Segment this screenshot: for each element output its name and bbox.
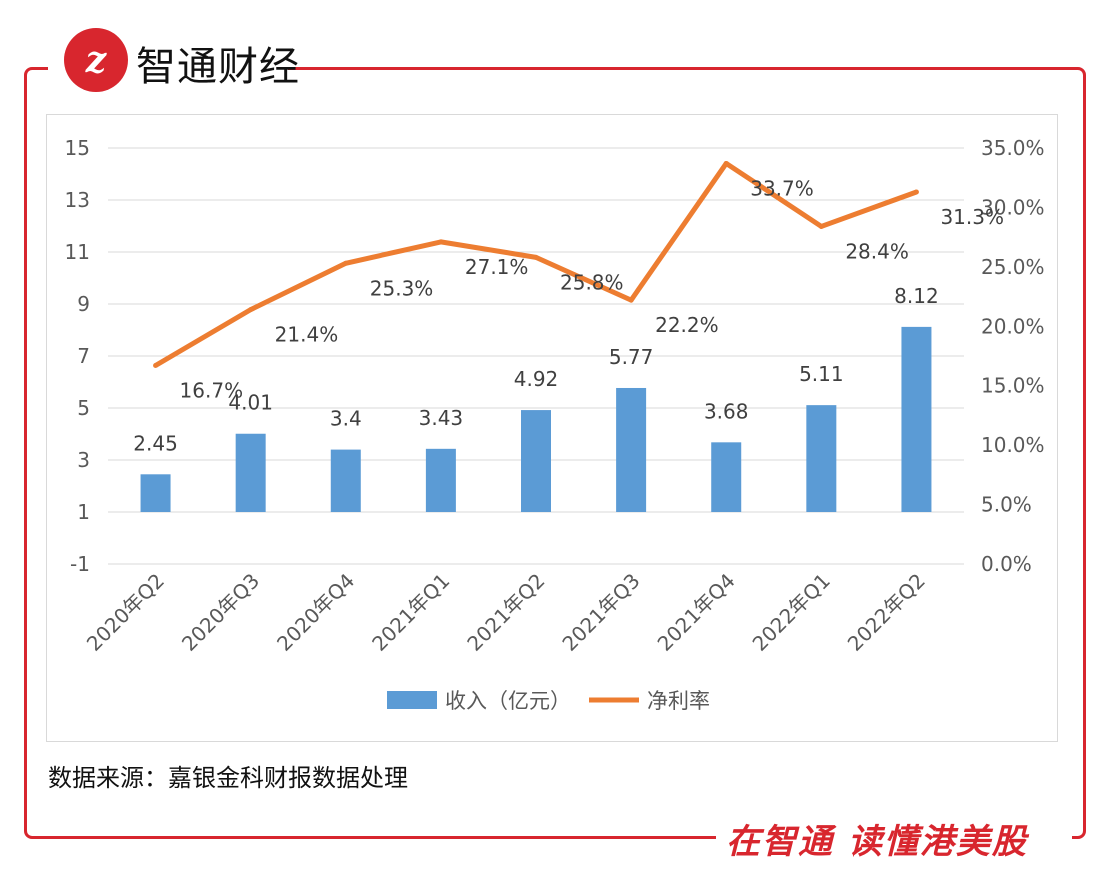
left-tick-label: 15 <box>65 136 90 160</box>
left-axis: 15 13 11 9 7 5 3 1 -1 <box>65 136 90 576</box>
x-axis: 2020年Q2 2020年Q3 2020年Q4 2021年Q1 2021年Q2 2021年… <box>82 569 930 656</box>
right-tick-label: 20.0% <box>981 314 1045 338</box>
x-tick-label: 2021年Q2 <box>462 569 549 656</box>
legend-label-margin: 净利率 <box>647 689 710 713</box>
line-value-label: 21.4% <box>275 323 339 347</box>
line-value-label: 33.7% <box>750 176 814 200</box>
line-point <box>723 160 729 166</box>
x-tick-label: 2020年Q2 <box>82 569 169 656</box>
brand-logo-icon: z <box>64 28 128 92</box>
right-tick-label: 10.0% <box>981 433 1045 457</box>
left-tick-label: 1 <box>77 500 90 524</box>
legend-swatch-revenue <box>387 691 437 709</box>
bar <box>235 433 266 512</box>
bar-value-label: 4.92 <box>514 367 559 391</box>
bar <box>330 449 361 512</box>
bar-value-label: 3.4 <box>330 407 362 431</box>
right-tick-label: 0.0% <box>981 552 1032 576</box>
bar-value-label: 5.77 <box>609 345 654 369</box>
right-tick-label: 35.0% <box>981 136 1045 160</box>
bar-data-labels: 2.45 4.01 3.4 3.43 4.92 5.77 3.68 5.11 8.12 <box>133 284 938 455</box>
left-tick-label: 7 <box>77 344 90 368</box>
bar-value-label: 8.12 <box>894 284 939 308</box>
line-point <box>343 260 349 266</box>
line-point <box>248 307 254 313</box>
line-value-label: 16.7% <box>180 379 244 403</box>
bar-value-label: 3.43 <box>419 406 464 430</box>
line-point <box>533 254 539 260</box>
bar <box>140 474 171 512</box>
slogan-background <box>716 812 1072 868</box>
bar <box>425 448 456 512</box>
line-series <box>153 160 919 369</box>
left-tick-label: 13 <box>65 188 90 212</box>
line-point <box>153 363 159 369</box>
right-tick-label: 30.0% <box>981 195 1045 219</box>
line-point <box>438 239 444 245</box>
right-tick-label: 25.0% <box>981 255 1045 279</box>
line-value-label: 22.2% <box>655 313 719 337</box>
bar <box>616 387 647 512</box>
line-value-label: 28.4% <box>845 239 909 263</box>
source-note: 数据来源：嘉银金科财报数据处理 <box>48 764 408 792</box>
bar-value-label: 3.68 <box>704 399 749 423</box>
left-tick-label: 5 <box>77 396 90 420</box>
x-tick-label: 2022年Q2 <box>843 569 930 656</box>
left-tick-label: 3 <box>77 448 90 472</box>
left-tick-label: -1 <box>70 552 90 576</box>
right-tick-label: 5.0% <box>981 493 1032 517</box>
x-tick-label: 2021年Q3 <box>557 569 644 656</box>
slogan: 在智通 读懂港美股 <box>726 822 1028 862</box>
line-point <box>913 189 919 195</box>
x-tick-label: 2021年Q4 <box>653 569 740 656</box>
left-tick-label: 11 <box>65 240 90 264</box>
x-tick-label: 2022年Q1 <box>748 569 835 656</box>
legend-label-revenue: 收入（亿元） <box>445 689 571 713</box>
line-value-label: 25.3% <box>370 276 434 300</box>
x-tick-label: 2021年Q1 <box>367 569 454 656</box>
x-tick-label: 2020年Q4 <box>272 569 359 656</box>
line-value-label: 27.1% <box>465 255 529 279</box>
left-tick-label: 9 <box>77 292 90 316</box>
x-tick-label: 2020年Q3 <box>177 569 264 656</box>
bar <box>521 410 551 512</box>
line-point <box>818 223 824 229</box>
bar-series <box>140 326 932 512</box>
brand-name: 智通财经 <box>136 44 300 90</box>
bar <box>711 442 742 512</box>
chart-container: 15 13 11 9 7 5 3 1 -1 35.0% 30.0% 25.0% 20.0% 15.0% 1… <box>46 114 1058 742</box>
line-value-label: 25.8% <box>560 270 624 294</box>
right-axis: 35.0% 30.0% 25.0% 20.0% 15.0% 10.0% 5.0% 0.0% <box>981 136 1045 576</box>
border-frame <box>24 67 1086 839</box>
right-tick-label: 15.0% <box>981 374 1045 398</box>
legend: 收入（亿元） 净利率 <box>387 689 710 713</box>
bar <box>901 326 932 512</box>
bar-value-label: 4.01 <box>228 391 273 415</box>
bar <box>806 405 837 512</box>
bar-value-label: 2.45 <box>133 431 178 455</box>
line-value-label: 31.3% <box>940 205 1004 229</box>
line-data-labels: 16.7% 21.4% 25.3% 27.1% 25.8% 22.2% 33.7% 28.4%… <box>180 176 1004 402</box>
bar-value-label: 5.11 <box>799 362 844 386</box>
line-point <box>628 297 634 303</box>
